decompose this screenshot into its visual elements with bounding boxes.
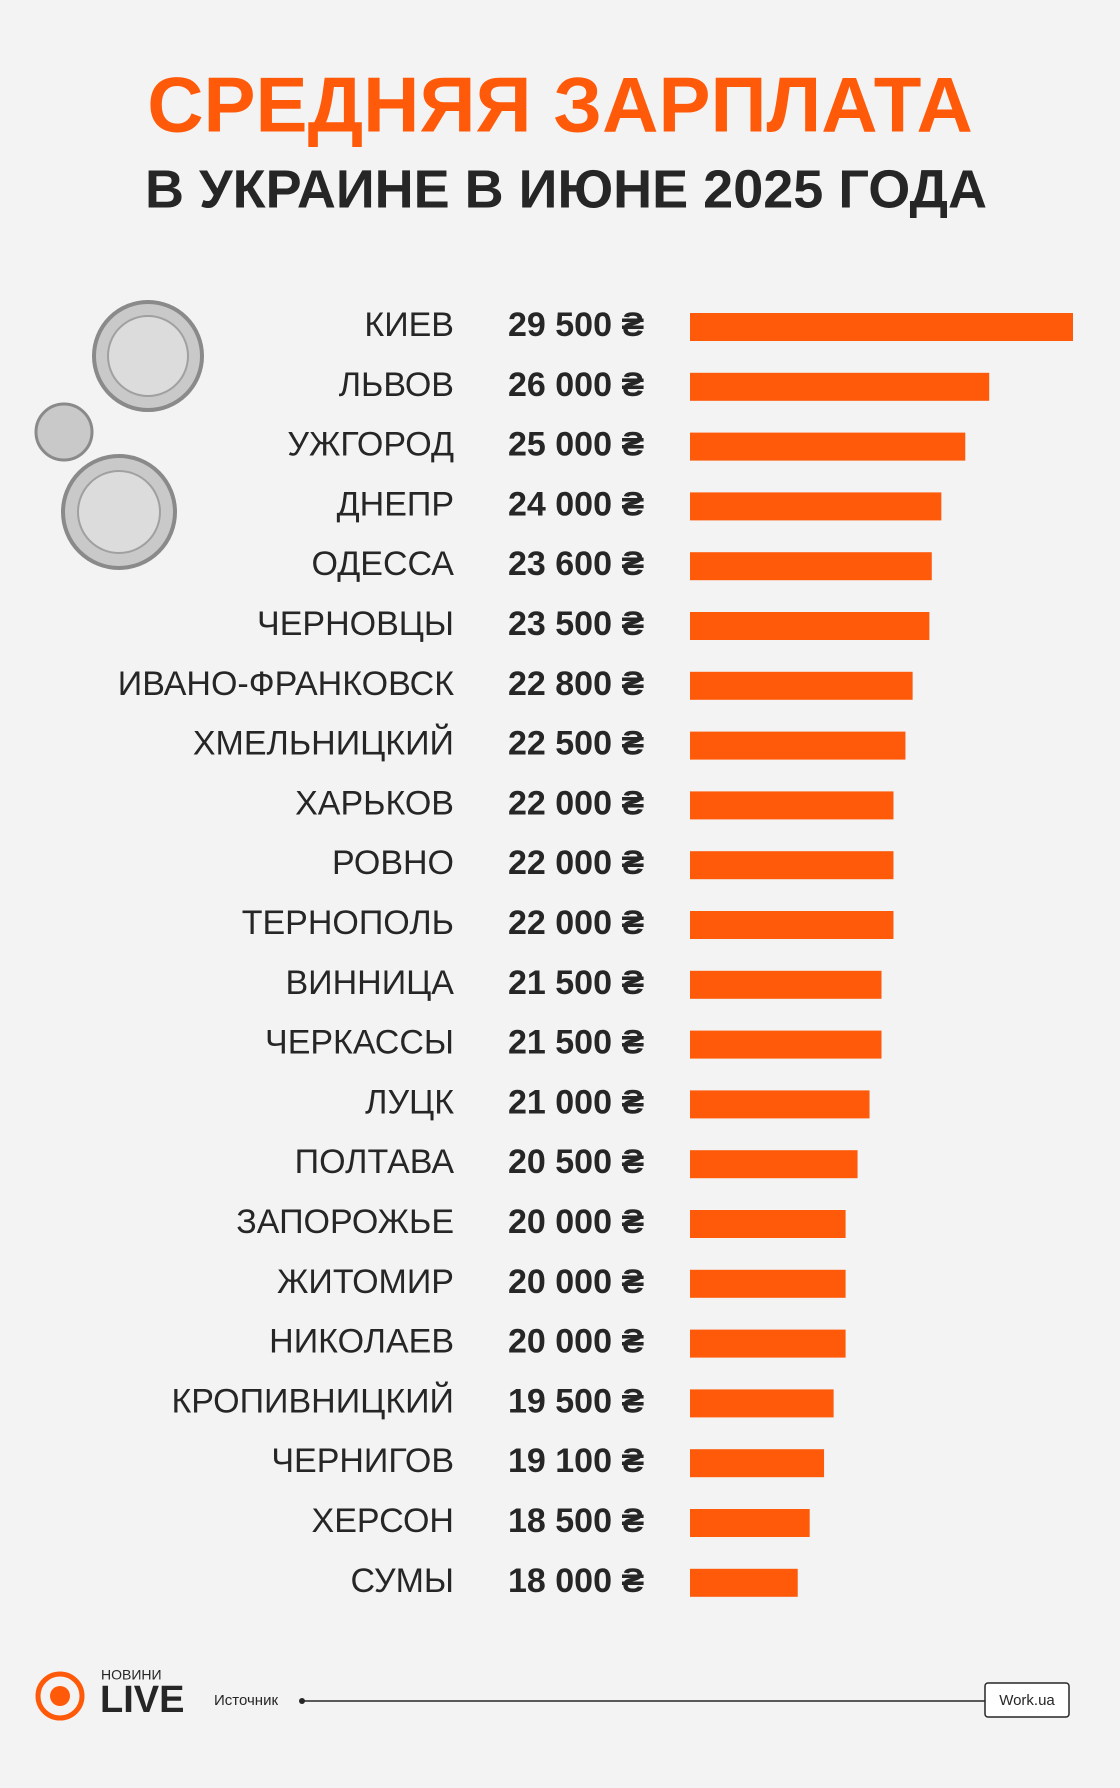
bar: [690, 1030, 882, 1059]
category-label: ТЕРНОПОЛЬ: [242, 904, 454, 942]
bar: [690, 432, 966, 461]
bar: [690, 1329, 846, 1358]
bar: [690, 911, 894, 939]
bar: [690, 1568, 798, 1597]
value-label: 22 000 ₴: [508, 784, 644, 822]
value-label: 22 000 ₴: [508, 844, 644, 882]
category-label: ХАРЬКОВ: [295, 784, 454, 822]
value-label: 19 500 ₴: [508, 1382, 644, 1420]
source-box: [984, 1682, 1070, 1718]
value-label: 22 800 ₴: [508, 665, 644, 703]
bar: [690, 1090, 870, 1119]
category-label: ХЕРСОН: [312, 1502, 454, 1540]
logo-ring: [35, 1671, 85, 1721]
category-label: ХМЕЛЬНИЦКИЙ: [193, 725, 454, 763]
bar: [690, 851, 894, 880]
category-label: ОДЕССА: [312, 545, 455, 583]
category-label: ЛЬВОВ: [339, 366, 454, 404]
category-label: ВИННИЦА: [286, 964, 455, 1002]
category-label: НИКОЛАЕВ: [269, 1323, 454, 1361]
value-label: 23 600 ₴: [508, 545, 644, 583]
category-label: ПОЛТАВА: [295, 1143, 455, 1181]
category-label: ЗАПОРОЖЬЕ: [236, 1203, 454, 1241]
bar: [690, 731, 906, 760]
bar: [690, 552, 932, 581]
bar: [690, 1210, 846, 1238]
brand-top: НОВИНИ: [101, 1667, 162, 1683]
category-label: ЧЕРКАССЫ: [265, 1024, 454, 1062]
category-label: ЧЕРНОВЦЫ: [257, 605, 454, 643]
bar: [690, 1150, 858, 1179]
category-label: ЧЕРНИГОВ: [271, 1442, 454, 1480]
value-label: 22 500 ₴: [508, 725, 644, 763]
source: Work.ua: [999, 1692, 1055, 1709]
bar: [690, 671, 913, 700]
bar-chart: КИЕВ 29 500 ₴ ЛЬВОВ 26 000 ₴ УЖГОРОД 25 000 ₴…: [118, 306, 1073, 1600]
category-label: СУМЫ: [351, 1562, 454, 1600]
value-label: 20 000 ₴: [508, 1323, 644, 1361]
value-label: 26 000 ₴: [508, 366, 644, 404]
bar: [690, 1389, 834, 1418]
coins: [34, 300, 204, 570]
value-label: 22 000 ₴: [508, 904, 644, 942]
value-label: 20 000 ₴: [508, 1263, 644, 1301]
bar: [690, 612, 930, 640]
bar: [690, 791, 894, 820]
category-label: РОВНО: [332, 844, 454, 882]
category-label: ДНЕПР: [337, 485, 454, 523]
bar: [690, 970, 882, 999]
category-label: КИЕВ: [364, 306, 454, 344]
chart-subtitle: В УКРАИНЕ В ИЮНЕ 2025 ГОДА: [145, 159, 987, 219]
value-label: 29 500 ₴: [508, 306, 644, 344]
bar: [690, 313, 1073, 341]
category-label: УЖГОРОД: [287, 426, 454, 464]
bar: [690, 1269, 846, 1298]
coin-face: [77, 470, 161, 554]
value-label: 19 100 ₴: [508, 1442, 644, 1480]
category-label: ЛУЦК: [365, 1083, 454, 1121]
bar: [690, 1449, 825, 1478]
category-label: ЖИТОМИР: [277, 1263, 454, 1301]
coin: [34, 402, 94, 462]
value-label: 21 500 ₴: [508, 964, 644, 1002]
value-label: 21 500 ₴: [508, 1024, 644, 1062]
source-label: Источник: [214, 1692, 278, 1709]
footer: НОВИНИ LIVE Источник Work.ua: [35, 1667, 1070, 1721]
category-label: КРОПИВНИЦКИЙ: [171, 1382, 454, 1420]
value-label: 18 000 ₴: [508, 1562, 644, 1600]
bar: [690, 492, 942, 521]
value-label: 20 000 ₴: [508, 1203, 644, 1241]
logo-dot: [50, 1686, 70, 1706]
value-label: 20 500 ₴: [508, 1143, 644, 1181]
coin-face: [107, 315, 189, 397]
value-label: 21 000 ₴: [508, 1083, 644, 1121]
value-label: 24 000 ₴: [508, 485, 644, 523]
value-label: 18 500 ₴: [508, 1502, 644, 1540]
brand: LIVE: [100, 1679, 184, 1721]
bar: [690, 372, 990, 401]
value-label: 25 000 ₴: [508, 426, 644, 464]
bar: [690, 1509, 810, 1537]
category-label: ИВАНО-ФРАНКОВСК: [118, 665, 454, 703]
value-label: 23 500 ₴: [508, 605, 644, 643]
chart-title: СРЕДНЯЯ ЗАРПЛАТА: [147, 61, 973, 149]
